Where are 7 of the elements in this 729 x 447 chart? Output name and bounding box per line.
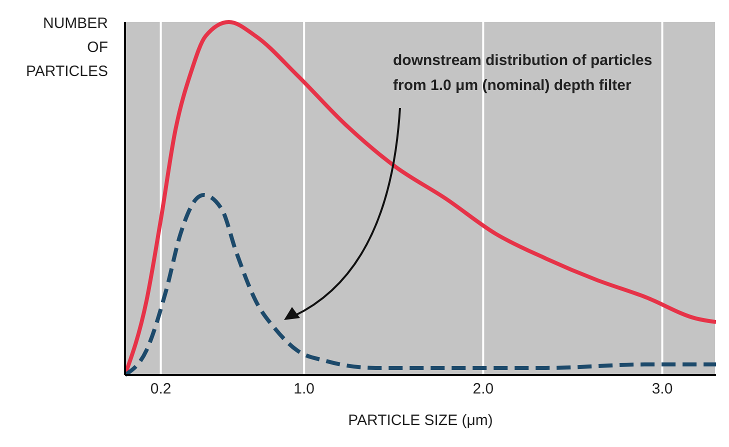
annotation: downstream distribution of particles from 1.0 μm (nominal) depth filter xyxy=(393,51,654,96)
x-tick-label: 3.0 xyxy=(652,380,673,398)
x-tick-label: 2.0 xyxy=(472,380,494,398)
x-tick-label: 0.2 xyxy=(150,380,172,398)
y-axis-title: NUMBER OF PARTICLES xyxy=(25,14,108,82)
x-tick-label: 1.0 xyxy=(294,380,315,398)
x-axis-title: PARTICLE SIZE (μm) xyxy=(348,412,493,429)
